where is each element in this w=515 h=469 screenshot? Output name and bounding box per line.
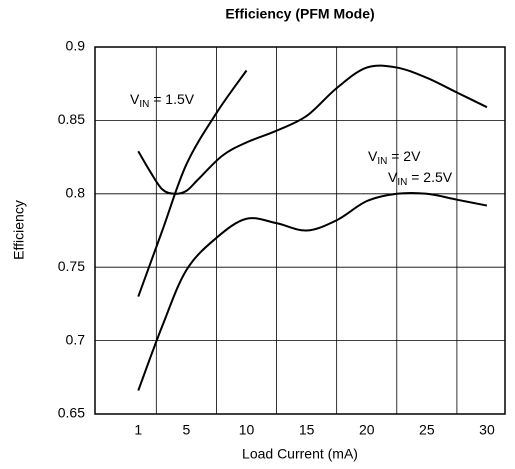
chart-title: Efficiency (PFM Mode)	[225, 6, 374, 22]
series-label-part: = 2V	[387, 148, 421, 164]
y-tick-label: 0.65	[58, 405, 85, 421]
x-axis-label: Load Current (mA)	[242, 446, 358, 462]
x-tick-label: 15	[299, 422, 315, 438]
series-label-part: V	[130, 91, 140, 107]
x-tick-label: 20	[359, 422, 375, 438]
series-label-part: V	[388, 169, 398, 185]
x-tick-label: 5	[182, 422, 190, 438]
y-tick-label: 0.8	[66, 185, 86, 201]
series-line	[137, 64, 488, 195]
series-label-part: IN	[139, 99, 149, 110]
series-line	[137, 69, 248, 297]
plot-frame	[94, 46, 506, 415]
series-label-part: IN	[397, 177, 407, 188]
x-tick-label: 1	[134, 422, 142, 438]
series-line	[137, 191, 488, 391]
series-label: VIN = 2V	[368, 148, 421, 167]
y-tick-label: 0.85	[58, 111, 85, 127]
x-tick-label: 25	[419, 422, 435, 438]
series-label-part: = 1.5V	[149, 91, 194, 107]
y-tick-label: 0.9	[66, 38, 86, 54]
y-tick-label: 0.75	[58, 258, 85, 274]
series-label-part: IN	[377, 156, 387, 167]
series-label-part: V	[368, 148, 378, 164]
series-label-part: = 2.5V	[407, 169, 452, 185]
series-label: VIN = 2.5V	[388, 169, 453, 188]
x-tick-label: 30	[479, 422, 495, 438]
y-axis-label: Efficiency	[11, 200, 27, 260]
y-tick-label: 0.7	[66, 331, 86, 347]
series-label: VIN = 1.5V	[130, 91, 195, 110]
x-tick-label: 10	[239, 422, 255, 438]
